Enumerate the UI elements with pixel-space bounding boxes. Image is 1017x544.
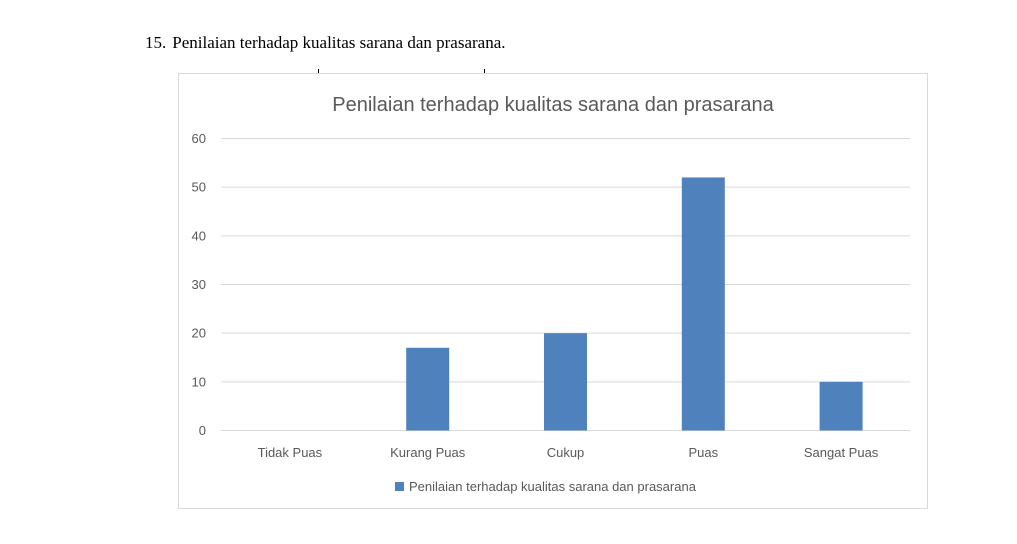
y-tick-label: 0 <box>199 423 206 438</box>
x-tick-label: Kurang Puas <box>390 445 466 460</box>
x-tick-label: Tidak Puas <box>258 445 323 460</box>
heading-number: 15. <box>145 33 167 52</box>
legend: Penilaian terhadap kualitas sarana dan p… <box>395 479 697 494</box>
heading-text: Penilaian terhadap kualitas sarana dan p… <box>172 33 506 52</box>
x-tick-label: Cukup <box>547 445 585 460</box>
stray-mark-right <box>484 69 485 73</box>
y-tick-label: 30 <box>192 277 206 292</box>
y-tick-label: 40 <box>192 228 206 243</box>
y-axis-ticks: 0 10 20 30 40 50 60 <box>192 131 206 438</box>
y-tick-label: 50 <box>192 180 206 195</box>
bar <box>406 347 450 431</box>
y-tick-label: 60 <box>192 131 206 146</box>
x-axis-ticks: Tidak Puas Kurang Puas Cukup Puas Sangat Pua… <box>258 445 879 460</box>
y-tick-label: 20 <box>192 326 206 341</box>
bar <box>544 333 587 431</box>
bar-chart: Penilaian terhadap kualitas sarana dan p… <box>192 94 910 494</box>
chart-title: Penilaian terhadap kualitas sarana dan p… <box>332 94 774 116</box>
chart-frame: Penilaian terhadap kualitas sarana dan p… <box>178 73 928 509</box>
y-tick-label: 10 <box>192 374 206 389</box>
legend-label: Penilaian terhadap kualitas sarana dan p… <box>409 479 697 494</box>
bars <box>406 177 863 431</box>
legend-swatch <box>395 482 404 491</box>
document-heading: 15. Penilaian terhadap kualitas sarana d… <box>145 33 506 53</box>
x-tick-label: Puas <box>688 445 718 460</box>
bar <box>819 381 863 431</box>
stray-mark-left <box>318 69 319 73</box>
x-tick-label: Sangat Puas <box>804 445 879 460</box>
bar <box>681 177 725 431</box>
